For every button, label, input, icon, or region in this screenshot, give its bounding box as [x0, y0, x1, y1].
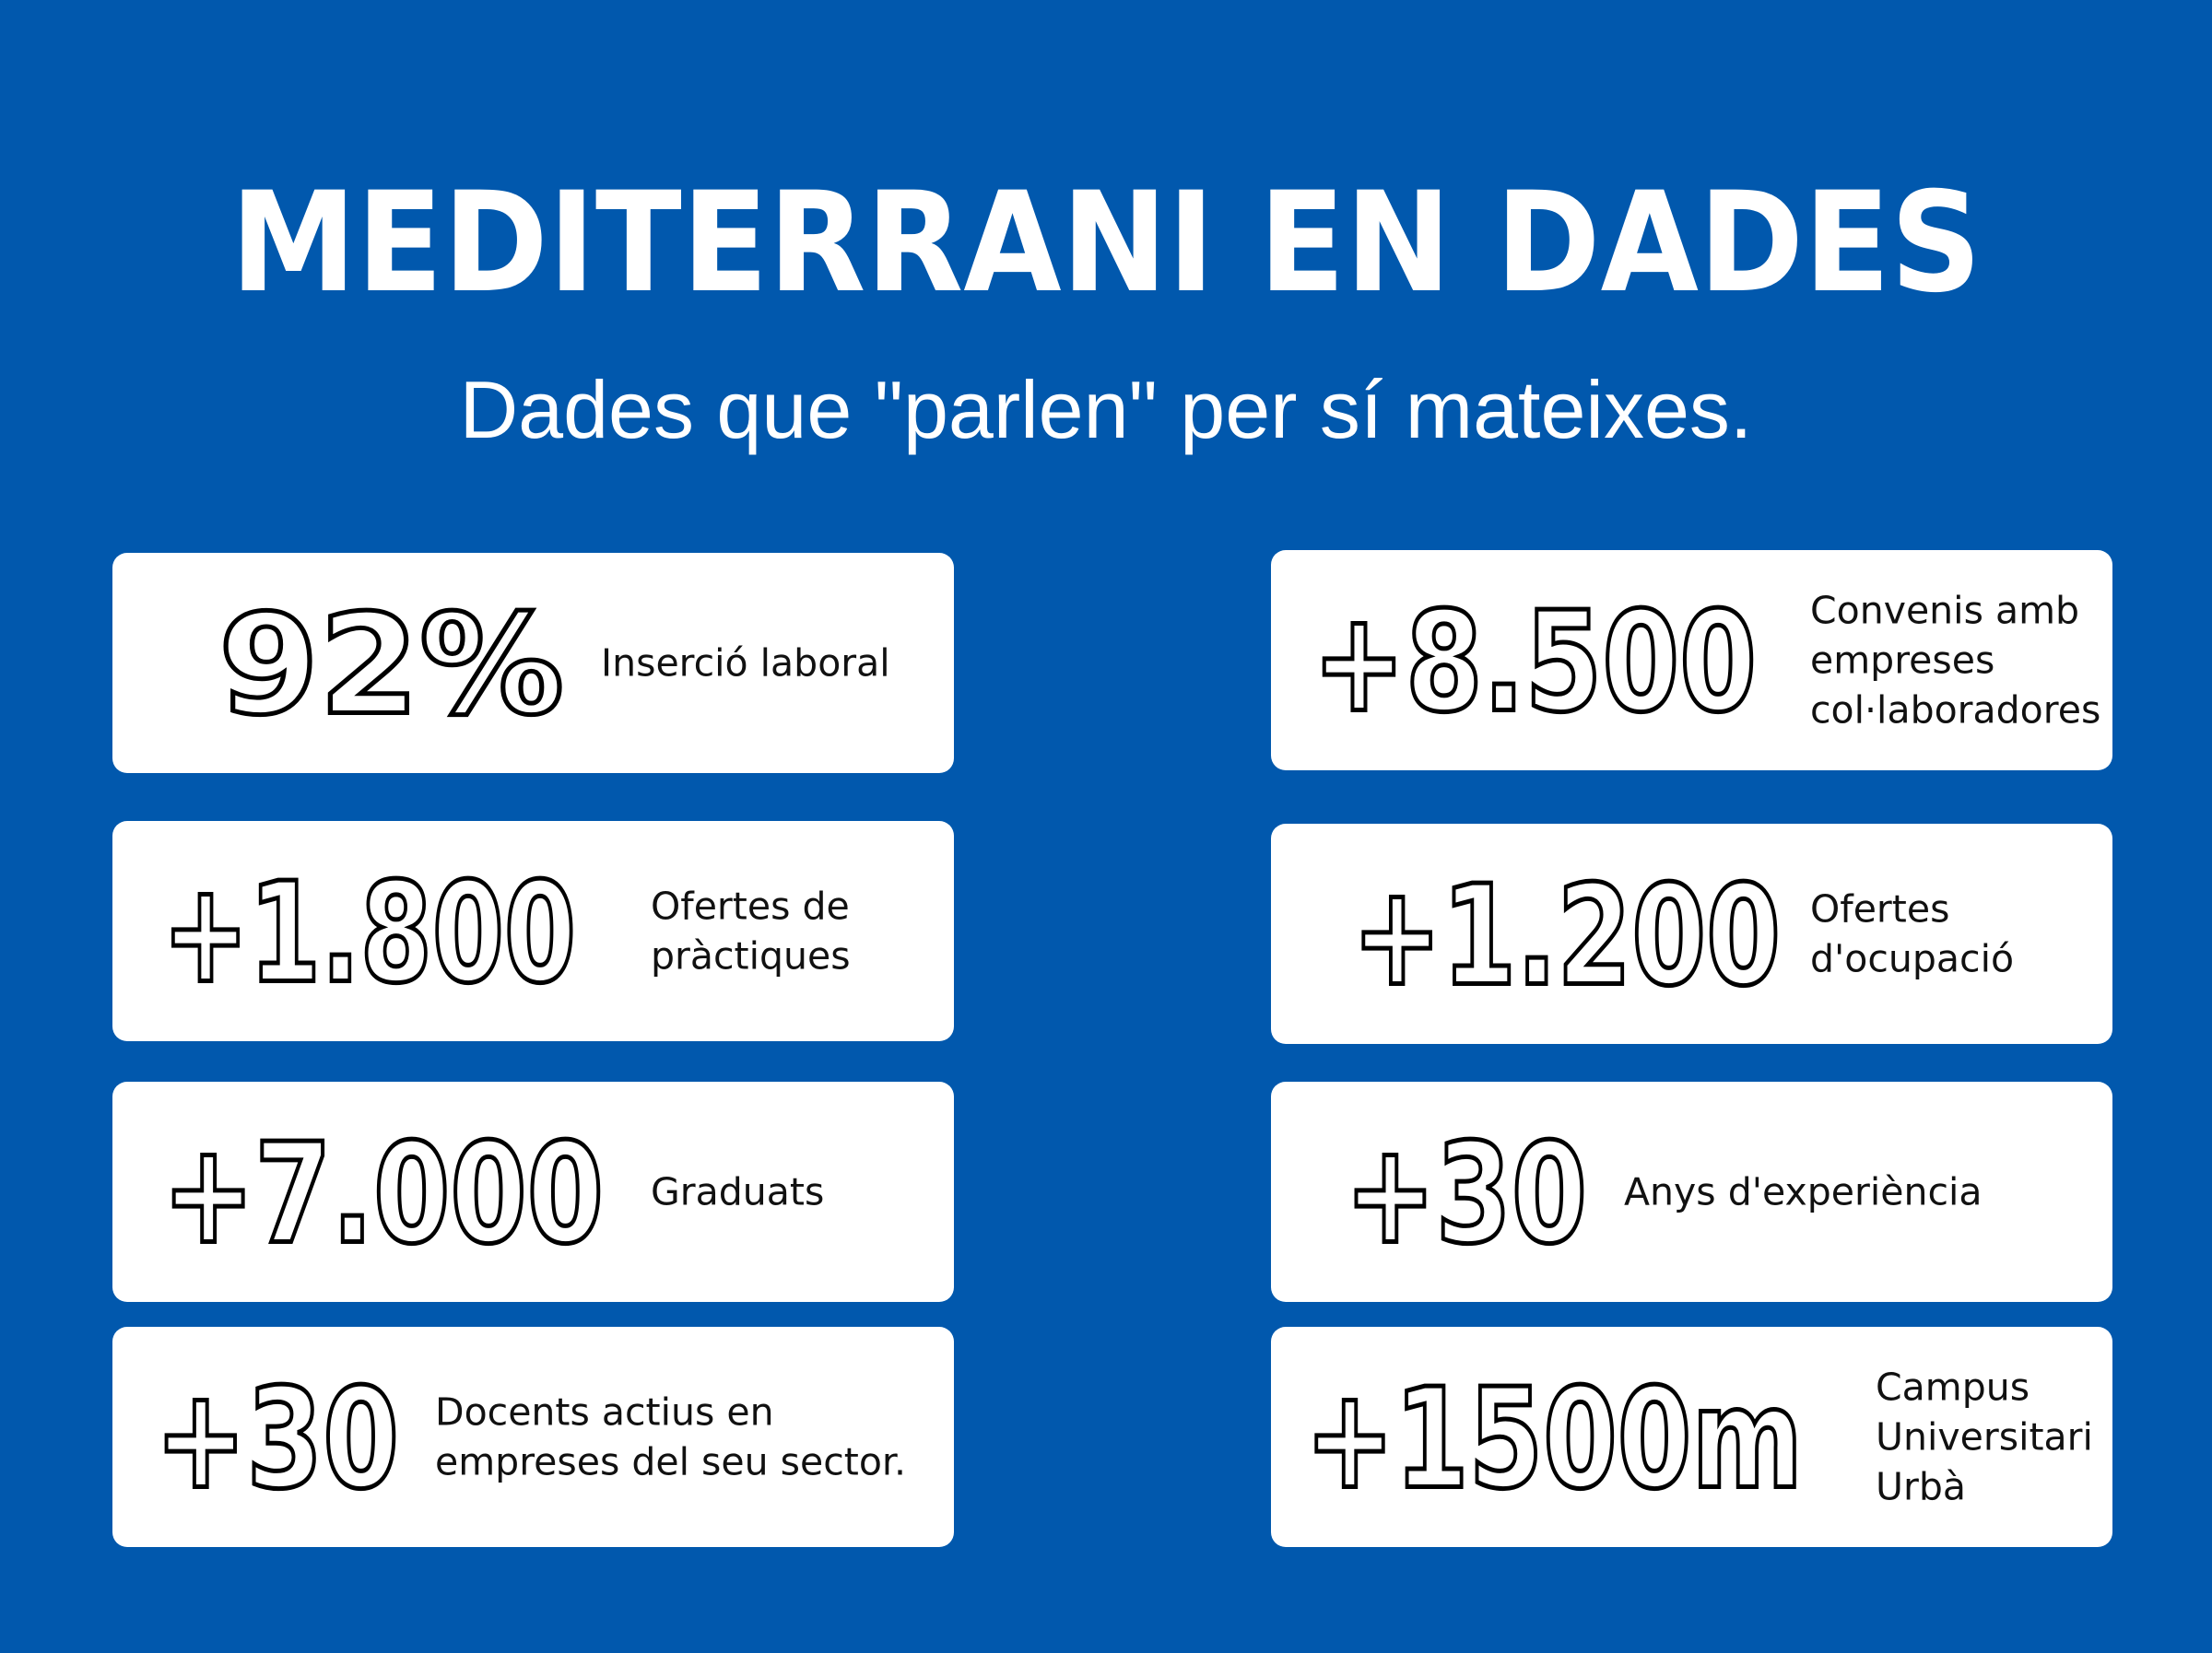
stat-label: empreses [1810, 639, 1994, 683]
stat-label: d'ocupació [1810, 937, 2014, 981]
stat-value: 92% [218, 586, 564, 746]
stat-card [112, 553, 954, 773]
stat-label: Ofertes de [651, 885, 850, 929]
stat-card [1271, 824, 2112, 1044]
stat-card [1271, 1327, 2112, 1547]
stat-card [1271, 550, 2112, 770]
stat-value: +1.200 [1352, 857, 1781, 1017]
stat-label: Anys d'experiència [1624, 1170, 1983, 1214]
stat-label: Campus [1876, 1366, 2030, 1410]
stat-card [112, 1327, 954, 1547]
stat-label: Inserció laboral [601, 641, 890, 686]
stat-value: +1.800 [162, 854, 576, 1014]
stat-card [112, 1082, 954, 1302]
stat-label: empreses del seu sector. [435, 1440, 906, 1484]
subtitle: Dades que "parlen" per sí mateixes. [460, 364, 1753, 455]
stat-value: +30 [155, 1360, 399, 1520]
stat-label: pràctiques [651, 934, 851, 979]
stat-label: Ofertes [1810, 887, 1949, 932]
stat-value: +8.500 [1312, 583, 1757, 744]
stat-value: +1500m [1305, 1360, 1803, 1520]
stat-value: +7.000 [162, 1115, 604, 1275]
stat-label: col·laboradores [1810, 688, 2100, 733]
stat-label: Urbà [1876, 1465, 1966, 1509]
title: MEDITERRANI EN DADES [230, 163, 1982, 323]
stat-value: +30 [1345, 1115, 1587, 1275]
stat-card [1271, 1082, 2112, 1302]
stat-label: Universitari [1876, 1415, 2093, 1460]
stat-card [112, 821, 954, 1041]
stat-label: Convenis amb [1810, 589, 2079, 633]
stat-label: Graduats [651, 1170, 824, 1214]
stat-label: Docents actius en [435, 1390, 774, 1435]
